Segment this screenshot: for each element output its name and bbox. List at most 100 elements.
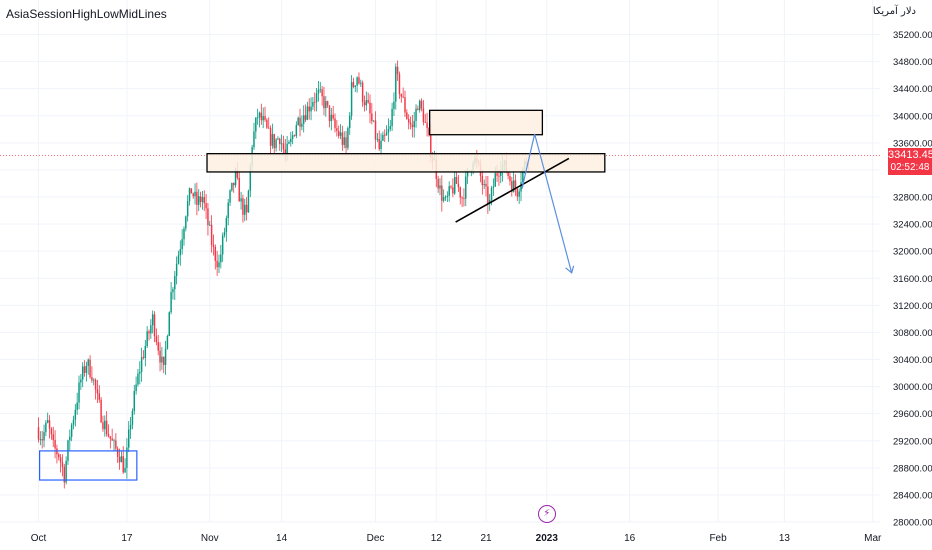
candle-body (337, 130, 340, 136)
candle-body (54, 440, 56, 449)
y-tick-label: 34000.00 (893, 111, 932, 122)
october-support-zone[interactable] (39, 450, 138, 481)
candle-body (461, 197, 463, 199)
candle-body (98, 393, 101, 400)
candle-body (371, 113, 373, 122)
ascending-trendline[interactable] (455, 157, 570, 223)
current-price-badge: 33413.45 02:52:48 (888, 148, 932, 176)
candle-body (85, 365, 88, 373)
candle-body (302, 115, 305, 124)
indicator-title[interactable]: AsiaSessionHighLowMidLines (6, 7, 167, 21)
candle-body (111, 438, 113, 441)
candle-body (444, 196, 447, 198)
candle-body (220, 254, 222, 263)
candle-body (118, 456, 121, 463)
candle-body (369, 102, 371, 114)
candle-body (453, 176, 456, 194)
candle-body (328, 105, 331, 122)
candle-body (74, 409, 77, 420)
trend-drawings[interactable] (455, 133, 575, 274)
candle-body (258, 112, 261, 118)
candle-body (354, 85, 357, 87)
x-tick-label: 16 (624, 533, 636, 544)
candle-body (122, 456, 124, 473)
candle-body (253, 131, 255, 148)
candle-body (314, 102, 316, 103)
price-axis[interactable]: 35200.00 34800.00 34400.00 34000.00 33600.00… (893, 30, 932, 529)
candle-body (63, 466, 66, 483)
candle-body (411, 124, 414, 128)
candle-body (452, 187, 454, 194)
candle-body (430, 134, 432, 158)
candle-body (203, 197, 205, 204)
candle-body (161, 356, 163, 363)
candle-body (174, 275, 176, 290)
candle-countdown: 02:52:48 (890, 162, 930, 174)
y-tick-label: 30800.00 (893, 328, 932, 339)
candle-body (496, 173, 498, 176)
candle-body (459, 187, 461, 198)
candle-body (166, 336, 169, 349)
candle-body (465, 176, 467, 199)
candle-body (299, 117, 301, 127)
candle-body (172, 289, 174, 293)
candle-body (441, 185, 443, 201)
candle-body (312, 102, 314, 107)
candle-body (192, 193, 194, 197)
candle-body (236, 169, 239, 178)
candle-body (363, 102, 366, 106)
candle-body (271, 134, 274, 146)
middle-resistance-zone[interactable] (206, 153, 606, 173)
candle-body (105, 420, 108, 435)
candle-body (190, 188, 193, 194)
candle-body (70, 424, 73, 437)
x-tick-label: Dec (367, 533, 385, 544)
candle-body (201, 197, 204, 202)
candle-body (490, 187, 493, 201)
candle-body (304, 115, 307, 120)
candle-body (129, 424, 132, 430)
supply-demand-zones[interactable] (39, 109, 606, 481)
upper-resistance-zone[interactable] (429, 109, 544, 136)
candle-body (162, 356, 165, 365)
candle-body (157, 342, 159, 351)
candle-body (240, 198, 242, 202)
candle-body (78, 382, 80, 403)
candle-body (59, 457, 62, 463)
x-tick-label: 2023 (536, 533, 559, 544)
time-axis[interactable]: Oct 17 Nov 14 Dec 12 21 2023 16 Feb 13 Mar (31, 533, 882, 544)
candle-body (61, 462, 64, 467)
candle-body (87, 359, 89, 366)
lightning-event-icon[interactable]: ⚡ (537, 505, 556, 523)
x-tick-label: 13 (779, 533, 791, 544)
candle-body (41, 439, 43, 441)
candle-body (349, 115, 351, 129)
candle-body (326, 101, 329, 106)
candle-body (426, 122, 428, 129)
candle-body (385, 132, 388, 136)
candle-body (146, 331, 148, 347)
candle-body (356, 77, 358, 86)
candle-body (269, 128, 272, 146)
candle-body (422, 108, 425, 123)
candle-body (50, 428, 53, 435)
candle-body (361, 82, 364, 103)
candle-body (282, 143, 285, 150)
candle-body (455, 176, 458, 184)
y-tick-label: 33600.00 (893, 138, 932, 149)
candle-body (288, 142, 290, 144)
candle-body (52, 434, 54, 441)
candle-body (76, 402, 78, 410)
y-tick-label: 31200.00 (893, 301, 932, 312)
y-tick-label: 28000.00 (893, 518, 932, 529)
candle-body (188, 188, 191, 202)
candle-body (227, 202, 229, 219)
candle-body (150, 325, 152, 334)
candle-body (115, 440, 117, 449)
candle-body (177, 255, 180, 264)
candle-body (319, 89, 322, 91)
projection-path[interactable] (521, 133, 573, 273)
candle-body (396, 66, 399, 75)
candle-body (518, 191, 520, 197)
